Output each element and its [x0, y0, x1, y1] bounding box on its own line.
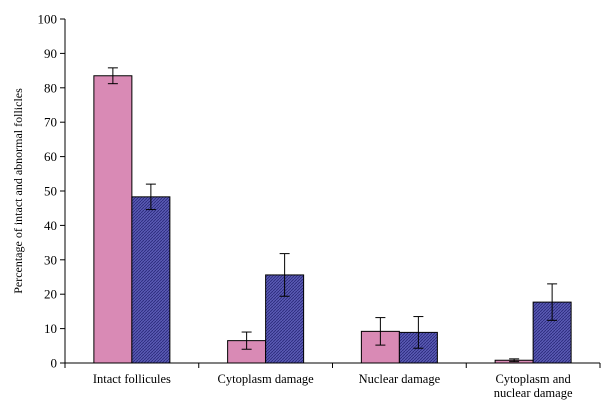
y-tick-label: 30 [44, 252, 57, 267]
x-axis: Intact follicules Cytoplasm damage Nuclear… [64, 362, 601, 400]
y-tick-label: 50 [44, 184, 57, 199]
y-tick-label: 90 [44, 46, 57, 61]
error-bars [107, 67, 558, 363]
y-tick-label: 60 [44, 149, 57, 164]
x-category-label: Intact follicules [93, 372, 171, 386]
y-tick-label: 100 [38, 12, 58, 27]
bar [131, 196, 171, 364]
bar [93, 75, 133, 364]
y-tick-label: 20 [44, 287, 57, 302]
y-tick-label: 0 [51, 356, 58, 371]
y-tick-label: 80 [44, 80, 57, 95]
y-axis-label: Percentage of intact and abnormal follic… [11, 88, 25, 294]
x-category-label: nuclear damage [494, 386, 573, 400]
x-category-label: Cytoplasm and [495, 372, 571, 386]
bars [93, 75, 572, 364]
x-category-label: Nuclear damage [359, 372, 441, 386]
y-tick-label: 10 [44, 321, 57, 336]
y-axis: 0 10 20 30 40 50 60 70 80 90 100 [38, 12, 66, 371]
y-tick-label: 40 [44, 218, 57, 233]
x-category-label: Cytoplasm damage [218, 372, 315, 386]
y-tick-label: 70 [44, 115, 57, 130]
